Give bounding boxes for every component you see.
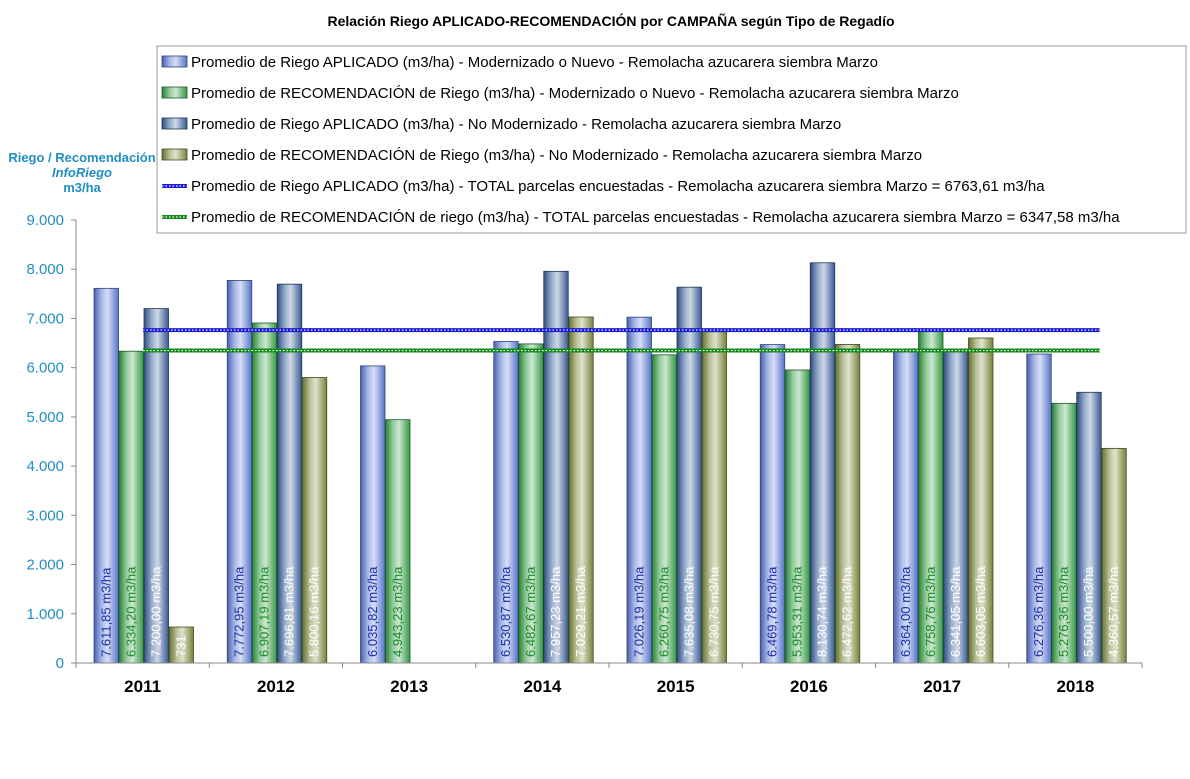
x-axis-ticks: 2011 2012 2013 2014 2015 2016 2017 2018 (75, 663, 1143, 696)
bar (1051, 402, 1077, 664)
bar-label: 6.035,82 m3/ha (365, 566, 380, 657)
bar (651, 354, 677, 664)
legend-label: Promedio de Riego APLICADO (m3/ha) - TOT… (191, 178, 1045, 195)
bar-label: 731 (173, 635, 188, 657)
legend-label: Promedio de RECOMENDACIÓN de riego (m3/h… (191, 209, 1120, 226)
bar-label: 5.276,36 m3/ha (1056, 566, 1071, 657)
legend-label: Promedio de RECOMENDACIÓN de Riego (m3/h… (191, 85, 959, 102)
y-axis-label-line-3: m3/ha (63, 180, 101, 195)
bar (168, 626, 194, 664)
legend: Promedio de Riego APLICADO (m3/ha) - Mod… (156, 45, 1187, 234)
bar (626, 316, 652, 664)
bar (493, 341, 519, 664)
bar (1101, 447, 1127, 664)
bar-label: 7.026,19 m3/ha (631, 566, 646, 657)
bar-label: 8.130,74 m3/ha (815, 566, 830, 657)
bars (93, 262, 1127, 664)
bar (543, 270, 569, 664)
bar-label: 7.611,85 m3/ha (98, 567, 113, 657)
bar-label: 7.029,21 m3/ha (573, 566, 588, 657)
y-tick-label: 3.000 (26, 507, 64, 524)
bar-label: 6.907,19 m3/ha (257, 566, 272, 657)
bar-label: 6.758,76 m3/ha (923, 566, 938, 657)
x-tick-label: 2012 (257, 677, 295, 696)
legend-swatch (161, 117, 188, 130)
x-tick-label: 2017 (923, 677, 961, 696)
legend-label: Promedio de RECOMENDACIÓN de Riego (m3/h… (191, 147, 922, 164)
y-axis-label: Riego / Recomendación InfoRiego m3/ha (8, 150, 155, 195)
y-tick-label: 1.000 (26, 606, 64, 623)
x-tick-label: 2015 (657, 677, 695, 696)
bar (834, 344, 861, 664)
x-tick-label: 2018 (1056, 677, 1094, 696)
bar-labels: 7.611,85 m3/ha 7.772,95 m3/ha 6.035,82 m3/… (98, 566, 1121, 657)
bar-label: 5.800,16 m3/ha (307, 566, 322, 657)
y-tick-label: 5.000 (26, 409, 64, 426)
bar (701, 331, 727, 664)
bar-label: 6.276,36 m3/ha (1031, 566, 1046, 657)
bar (759, 344, 786, 664)
y-tick-label: 7.000 (26, 310, 64, 327)
bar (251, 322, 278, 664)
bar-label: 6.730,75 m3/ha (706, 566, 721, 657)
bar-label: 6.364,00 m3/ha (898, 566, 913, 657)
reference-lines (143, 328, 1100, 353)
bar (93, 287, 119, 664)
bar-label: 4.943,23 m3/ha (390, 566, 405, 657)
y-tick-label: 6.000 (26, 360, 64, 377)
legend-label: Promedio de Riego APLICADO (m3/ha) - No … (191, 116, 841, 133)
bar-label: 5.953,31 m3/ha (790, 566, 805, 657)
legend-swatch (161, 148, 188, 161)
bar (118, 350, 144, 664)
bar-label: 6.469,78 m3/ha (765, 566, 780, 657)
y-tick-label: 9.000 (26, 212, 64, 229)
y-axis-label-line-2: InfoRiego (52, 165, 112, 180)
bar-label: 7.200,00 m3/ha (148, 566, 163, 657)
bar-label: 6.603,05 m3/ha (973, 566, 988, 657)
bar-label: 4.360,57 m3/ha (1106, 566, 1121, 657)
bar-label: 6.341,05 m3/ha (948, 566, 963, 657)
legend-label: Promedio de Riego APLICADO (m3/ha) - Mod… (191, 54, 878, 71)
bar (784, 369, 811, 664)
bar-label: 6.482,67 m3/ha (523, 566, 538, 657)
bar-label: 7.635,08 m3/ha (681, 566, 696, 657)
bar (276, 283, 303, 664)
x-tick-label: 2014 (523, 677, 561, 696)
bar-label: 7.696,81 m3/ha (282, 566, 297, 657)
y-tick-label: 4.000 (26, 458, 64, 475)
bar (226, 279, 253, 664)
bar (1026, 353, 1052, 664)
bar (518, 343, 544, 664)
x-tick-label: 2011 (124, 677, 161, 696)
y-tick-label: 8.000 (26, 261, 64, 278)
bar-label: 6.260,75 m3/ha (656, 566, 671, 657)
legend-swatch (161, 55, 188, 68)
bar-label: 7.957,23 m3/ha (548, 566, 563, 657)
bar-label: 6.530,87 m3/ha (498, 566, 513, 657)
bar (968, 337, 994, 664)
y-tick-label: 0 (56, 655, 64, 672)
bar (893, 349, 919, 664)
bar-label: 5.500,00 m3/ha (1081, 566, 1096, 657)
x-tick-label: 2016 (790, 677, 828, 696)
y-axis-ticks: 0 1.000 2.000 3.000 4.000 5.000 6.000 7.000 8.00… (26, 212, 76, 672)
legend-swatch (161, 86, 188, 99)
chart-title: Relación Riego APLICADO-RECOMENDACIÓN po… (327, 12, 894, 29)
x-tick-label: 2013 (390, 677, 428, 696)
y-axis-label-line-1: Riego / Recomendación (8, 150, 155, 165)
y-tick-label: 2.000 (26, 557, 64, 574)
bar-label: 6.472,62 m3/ha (840, 566, 855, 657)
legend-box (156, 45, 1187, 234)
bar (301, 377, 328, 664)
bar-label: 7.772,95 m3/ha (232, 566, 247, 657)
bar-label: 6.334,20 m3/ha (123, 566, 138, 657)
bar (943, 350, 969, 664)
